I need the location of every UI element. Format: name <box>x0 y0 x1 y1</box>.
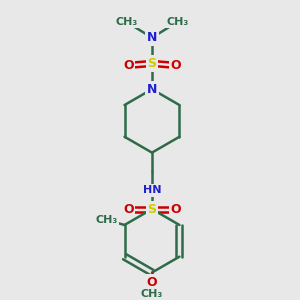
Text: O: O <box>147 276 157 289</box>
Text: CH₃: CH₃ <box>167 17 189 27</box>
Text: CH₃: CH₃ <box>115 17 137 27</box>
Text: HN: HN <box>143 185 161 195</box>
Text: O: O <box>123 59 134 72</box>
Text: CH₃: CH₃ <box>141 289 163 299</box>
Text: O: O <box>123 202 134 216</box>
Text: CH₃: CH₃ <box>96 215 118 225</box>
Text: O: O <box>170 202 181 216</box>
Text: O: O <box>170 59 181 72</box>
Text: S: S <box>148 202 157 216</box>
Text: N: N <box>147 83 157 96</box>
Text: S: S <box>148 57 157 70</box>
Text: N: N <box>147 31 157 44</box>
